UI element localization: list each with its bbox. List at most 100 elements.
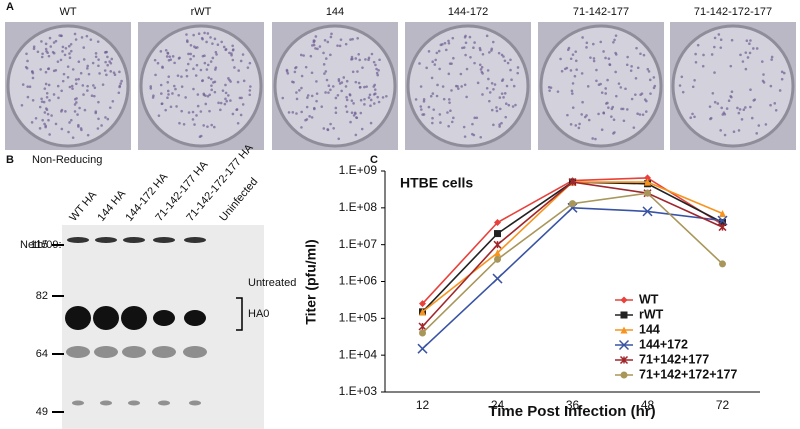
- plaque: [47, 54, 51, 58]
- plaque: [248, 89, 252, 92]
- plaque: [324, 70, 328, 73]
- plaque: [563, 67, 567, 71]
- plaque: [206, 32, 210, 35]
- plaque: [201, 54, 205, 58]
- band: [184, 237, 206, 243]
- plaque: [322, 127, 326, 130]
- plaque: [436, 83, 439, 87]
- plaque: [306, 96, 309, 99]
- plaque: [111, 99, 115, 103]
- plaque: [210, 123, 214, 127]
- plaque: [177, 93, 181, 97]
- plaque: [186, 62, 190, 66]
- plaque: [205, 68, 209, 71]
- plaque: [509, 58, 512, 62]
- plaque: [180, 85, 184, 88]
- plaque: [694, 52, 697, 56]
- point: [494, 230, 501, 238]
- plaque: [693, 115, 696, 119]
- plaque: [225, 99, 229, 103]
- plaque: [711, 91, 715, 95]
- series-line: [421, 177, 723, 305]
- plate-row: WT rWT 144 144-172 71-142-177 71-142-172-177: [5, 6, 796, 150]
- plaque: [312, 40, 316, 44]
- plaque: [48, 99, 51, 102]
- point: [419, 300, 426, 308]
- x-tick-label: 24: [491, 398, 505, 412]
- plaque: [358, 58, 362, 62]
- plaque: [491, 40, 495, 44]
- plaque: [595, 68, 598, 72]
- plaque: [336, 44, 339, 47]
- plaque: [753, 98, 757, 101]
- plaque: [752, 47, 755, 50]
- plaque: [31, 76, 35, 80]
- plaque: [653, 84, 657, 88]
- plaque: [120, 79, 123, 83]
- plaque: [52, 41, 56, 44]
- plaque: [604, 56, 607, 60]
- plaque: [769, 103, 772, 107]
- plaque: [77, 125, 80, 128]
- plaque: [501, 78, 505, 81]
- plaque: [639, 52, 642, 56]
- plaque: [595, 79, 598, 83]
- plaque: [350, 111, 354, 114]
- plaque: [38, 127, 42, 130]
- plaque: [231, 44, 234, 48]
- plaque: [213, 80, 217, 84]
- plaque: [723, 133, 727, 137]
- plaque: [239, 59, 243, 63]
- plaque: [481, 93, 484, 96]
- plaque: [612, 118, 616, 122]
- plaque: [173, 61, 176, 65]
- plaque: [44, 82, 48, 86]
- plaque: [309, 54, 313, 58]
- plaque: [68, 56, 72, 60]
- plaque: [209, 36, 212, 39]
- plaque: [73, 97, 77, 101]
- plaque: [716, 102, 720, 105]
- y-tick-label: 1.E+07: [339, 237, 378, 251]
- plaque: [38, 105, 42, 109]
- plaque: [442, 97, 446, 101]
- band: [72, 400, 84, 406]
- plaque: [430, 76, 434, 80]
- plaque: [363, 85, 366, 89]
- plaque: [195, 114, 198, 117]
- plaque: [96, 40, 100, 43]
- plaque: [607, 57, 611, 60]
- plaque: [168, 55, 172, 58]
- plaque: [592, 57, 596, 60]
- plaque: [112, 71, 116, 74]
- plaque: [211, 56, 215, 60]
- plaque: [45, 108, 49, 112]
- x-tick-label: 48: [641, 398, 655, 412]
- plaque: [480, 65, 484, 69]
- plaque: [31, 99, 35, 102]
- plaque: [694, 60, 698, 64]
- plaque: [73, 110, 77, 113]
- plaque: [61, 79, 65, 83]
- plaque: [358, 86, 362, 89]
- plaque: [113, 73, 117, 76]
- plaque: [723, 112, 727, 116]
- plaque: [429, 94, 433, 98]
- plaque: [24, 65, 28, 69]
- plaque: [713, 100, 717, 104]
- treatment-label: Untreated: [248, 277, 296, 289]
- plaque: [64, 46, 68, 50]
- plaque: [560, 69, 564, 73]
- plaque: [431, 116, 434, 120]
- plate-label: WT: [59, 6, 76, 18]
- point: [493, 240, 502, 249]
- plaque: [83, 108, 87, 112]
- plaque: [419, 85, 423, 88]
- plaque: [320, 105, 324, 108]
- plaque: [211, 42, 214, 45]
- plaque: [176, 74, 180, 77]
- x-axis-label: Time Post Infection (hr): [488, 403, 655, 420]
- plaque: [192, 54, 196, 58]
- band: [121, 306, 147, 330]
- plaque: [26, 85, 29, 88]
